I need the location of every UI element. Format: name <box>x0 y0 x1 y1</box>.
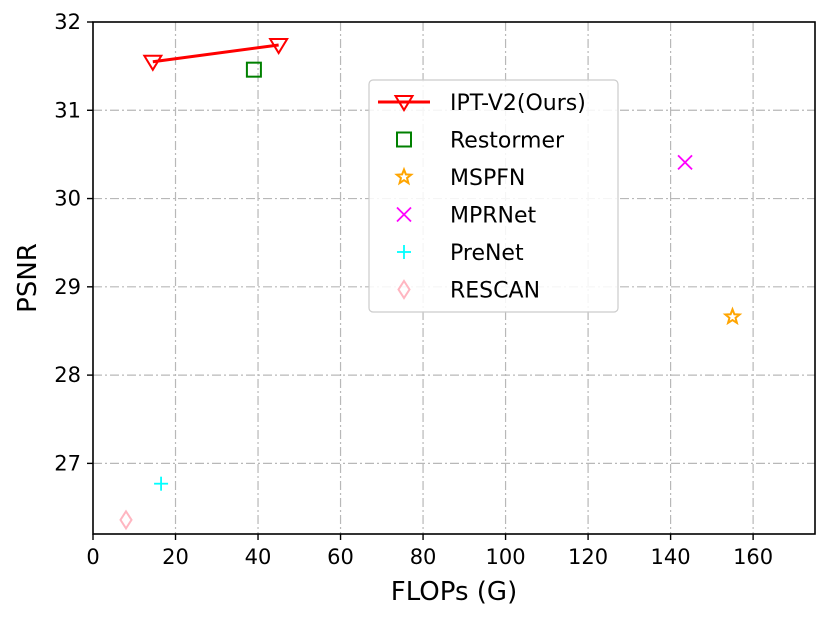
data-point <box>677 154 693 170</box>
data-point <box>142 54 164 72</box>
x-axis-label: FLOPs (G) <box>391 577 517 607</box>
legend-item: PreNet <box>397 241 524 266</box>
legend-marker <box>397 245 411 259</box>
y-tick-label: 29 <box>54 275 81 299</box>
legend-item: MSPFN <box>394 166 525 191</box>
legend-box <box>368 79 619 313</box>
legend-marker <box>394 166 414 186</box>
legend-label: Restormer <box>450 129 565 154</box>
y-tick-label: 32 <box>54 10 81 34</box>
y-tick-label: 30 <box>54 187 81 211</box>
legend-item: IPT-V2(Ours) <box>378 91 586 116</box>
legend-label: IPT-V2(Ours) <box>450 91 586 116</box>
legend-item: RESCAN <box>397 279 540 304</box>
series-ipt-v2-ours <box>142 38 289 72</box>
legend-marker <box>396 206 412 223</box>
y-axis-label: PSNR <box>13 243 43 313</box>
data-point <box>268 38 289 55</box>
series-mspfn <box>722 306 743 326</box>
plot-frame <box>92 21 816 535</box>
legend-label: MPRNet <box>450 204 537 229</box>
series-line <box>152 43 279 64</box>
x-tick-label: 60 <box>327 545 354 569</box>
x-tick-label: 40 <box>245 545 272 569</box>
series-prenet <box>154 476 169 491</box>
x-tick-label: 160 <box>733 545 773 569</box>
series-mprnet <box>677 154 693 170</box>
data-point <box>245 61 262 78</box>
legend-marker <box>393 95 415 113</box>
x-tick-label: 20 <box>162 545 189 569</box>
series-layer <box>119 38 743 531</box>
x-tick-label: 100 <box>486 545 526 569</box>
legend-marker <box>397 279 411 300</box>
data-point <box>119 509 133 531</box>
x-tick-label: 140 <box>651 545 691 569</box>
y-tick-label: 28 <box>54 363 81 387</box>
series-restormer <box>245 61 262 78</box>
x-tick-label: 120 <box>568 545 608 569</box>
legend: IPT-V2(Ours) Restormer MSPFN MPRNet PreNet RE… <box>368 79 619 313</box>
x-stroke <box>677 154 693 170</box>
y-tick-label: 31 <box>54 98 81 122</box>
legend-item: MPRNet <box>396 204 537 229</box>
tick-layer: 0 20 40 60 80 100 120 140 160 27 28 29 30 31 32 <box>54 10 773 569</box>
legend-label: PreNet <box>450 241 524 266</box>
legend-item: Restormer <box>396 129 565 154</box>
legend-label: RESCAN <box>450 279 540 304</box>
x-stroke <box>396 206 412 223</box>
legend-marker <box>396 131 412 148</box>
legend-label: MSPFN <box>450 166 525 191</box>
data-point <box>154 476 169 491</box>
series-rescan <box>119 509 133 531</box>
data-point <box>722 306 743 326</box>
x-tick-label: 80 <box>410 545 437 569</box>
x-tick-label: 0 <box>86 545 99 569</box>
y-tick-label: 27 <box>54 451 81 475</box>
